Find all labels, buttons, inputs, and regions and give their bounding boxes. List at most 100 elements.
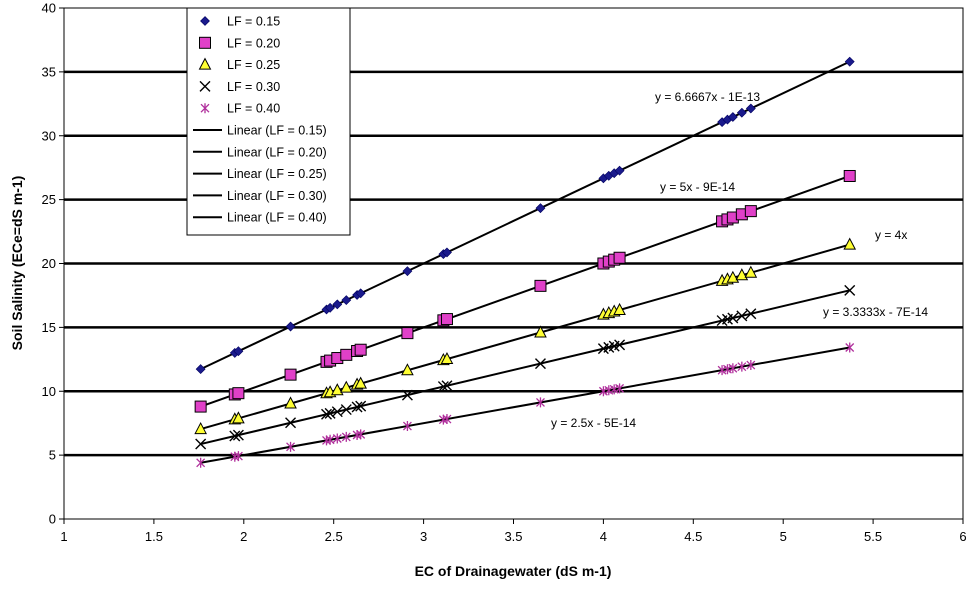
x-tick-label: 2.5: [325, 529, 343, 544]
data-point: [442, 247, 452, 258]
data-point: [401, 389, 413, 401]
data-point: [437, 381, 449, 393]
legend-label: Linear (LF = 0.15): [227, 124, 327, 138]
legend-marker: [200, 103, 210, 114]
x-axis-ticks: 1 1.5 2 2.5 3 3.5 4 4.5 5 5.5 6: [60, 519, 967, 544]
data-point: [736, 310, 748, 322]
legend-label: LF = 0.15: [227, 15, 280, 29]
trendline-equation: y = 4x: [875, 228, 907, 242]
x-tick-label: 3.5: [504, 529, 522, 544]
data-point: [330, 383, 344, 396]
data-point: [325, 434, 335, 445]
x-tick-label: 5: [780, 529, 787, 544]
legend-label: Linear (LF = 0.40): [227, 211, 327, 225]
y-tick-label: 15: [42, 320, 56, 335]
data-point: [745, 103, 756, 114]
x-tick-label: 6: [959, 529, 966, 544]
data-point: [340, 404, 352, 416]
data-point: [536, 397, 545, 408]
data-point: [737, 361, 747, 372]
trendline-equation: y = 2.5x - 5E-14: [551, 416, 636, 430]
data-point: [402, 421, 412, 432]
data-point: [615, 383, 625, 394]
y-tick-label: 40: [42, 1, 56, 16]
data-point: [534, 279, 547, 292]
data-point: [339, 380, 353, 393]
data-point: [284, 368, 297, 381]
data-point: [341, 431, 351, 442]
x-tick-label: 4: [600, 529, 607, 544]
y-axis-title: Soil Salinity (ECe=dS m-1): [9, 176, 25, 351]
trendline-equation: y = 6.6667x - 1E-13: [655, 90, 760, 104]
y-tick-label: 30: [42, 128, 56, 143]
y-tick-label: 35: [42, 64, 56, 79]
data-point: [613, 251, 626, 264]
y-tick-label: 10: [42, 384, 56, 399]
data-point: [744, 205, 757, 218]
data-point: [340, 348, 353, 361]
legend-marker: [198, 57, 212, 70]
x-tick-label: 1: [60, 529, 67, 544]
trendline-equation: y = 5x - 9E-14: [660, 180, 735, 194]
data-point: [321, 408, 333, 420]
data-point: [331, 406, 343, 418]
data-point: [332, 433, 342, 444]
legend-marker: [199, 80, 211, 92]
data-point: [746, 360, 756, 371]
data-point: [614, 339, 626, 351]
data-markers: [194, 56, 857, 468]
data-point: [614, 165, 625, 176]
legend: LF = 0.15 LF = 0.20 LF = 0.25 LF = 0.30 LF =…: [186, 7, 351, 236]
data-point: [194, 400, 207, 413]
x-tick-label: 1.5: [145, 529, 163, 544]
data-point: [534, 325, 547, 338]
data-point: [744, 265, 758, 278]
data-point: [441, 380, 453, 392]
trendline-equation: y = 3.3333x - 7E-14: [823, 305, 928, 319]
data-point: [325, 302, 336, 313]
data-point: [285, 417, 297, 429]
legend-box: [186, 7, 351, 236]
data-point: [736, 107, 747, 118]
data-point: [442, 414, 452, 425]
data-point: [735, 268, 749, 281]
data-point: [194, 421, 207, 435]
data-point: [402, 266, 413, 277]
legend-label: LF = 0.20: [227, 36, 280, 50]
data-point: [401, 363, 414, 376]
data-point: [845, 342, 855, 353]
legend-label: LF = 0.40: [227, 102, 280, 116]
data-point: [843, 169, 856, 182]
data-point: [726, 270, 740, 283]
data-point: [354, 343, 367, 356]
y-tick-label: 0: [49, 512, 56, 527]
x-tick-label: 4.5: [684, 529, 702, 544]
y-axis-ticks: 0 5 10 15 20 25 30 35 40: [42, 1, 64, 527]
data-point: [341, 295, 352, 306]
data-point: [440, 351, 454, 365]
data-point: [286, 441, 296, 452]
legend-label: Linear (LF = 0.25): [227, 167, 327, 181]
y-tick-label: 5: [49, 448, 56, 463]
data-point: [401, 327, 414, 340]
data-point: [354, 376, 367, 389]
data-point: [232, 429, 244, 441]
data-point: [232, 411, 245, 424]
data-point: [440, 313, 453, 326]
data-point: [233, 451, 243, 462]
data-point: [728, 363, 738, 374]
legend-label: Linear (LF = 0.20): [227, 145, 327, 159]
data-point: [844, 284, 856, 296]
data-point: [195, 364, 206, 375]
x-axis-title: EC of Drainagewater (dS m-1): [415, 563, 612, 579]
y-tick-label: 20: [42, 256, 56, 271]
data-point: [195, 438, 207, 450]
data-point: [351, 401, 363, 413]
legend-marker: [200, 16, 210, 26]
data-point: [535, 203, 546, 214]
data-point: [843, 237, 857, 250]
data-point: [727, 112, 738, 122]
data-point: [355, 400, 367, 412]
